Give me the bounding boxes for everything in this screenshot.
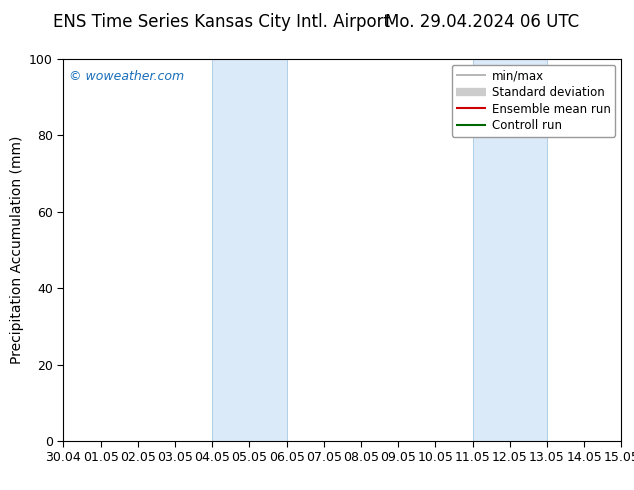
Text: ENS Time Series Kansas City Intl. Airport: ENS Time Series Kansas City Intl. Airpor…	[53, 13, 391, 31]
Bar	[472, 59, 547, 441]
Text: Mo. 29.04.2024 06 UTC: Mo. 29.04.2024 06 UTC	[385, 13, 579, 31]
Bar	[212, 59, 287, 441]
Y-axis label: Precipitation Accumulation (mm): Precipitation Accumulation (mm)	[10, 136, 23, 364]
Legend: min/max, Standard deviation, Ensemble mean run, Controll run: min/max, Standard deviation, Ensemble me…	[451, 65, 616, 137]
Text: © woweather.com: © woweather.com	[69, 70, 184, 83]
